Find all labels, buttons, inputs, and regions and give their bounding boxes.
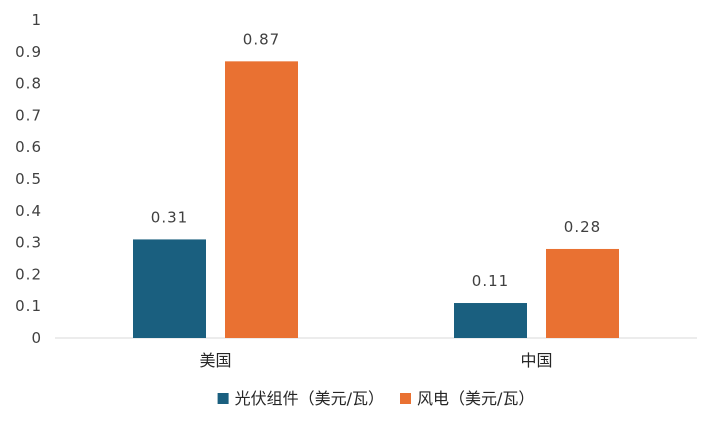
bar-wind-1 <box>546 248 619 338</box>
data-label: 0.87 <box>243 30 280 48</box>
bars <box>133 61 619 339</box>
data-label: 0.28 <box>564 218 601 236</box>
legend-item: 光伏组件（美元/瓦） <box>217 389 384 408</box>
legend-item: 风电（美元/瓦） <box>400 389 534 408</box>
legend-swatch <box>217 393 229 404</box>
legend-swatch <box>400 393 411 404</box>
y-tick-label: 0.6 <box>15 138 42 156</box>
data-label: 0.11 <box>472 272 509 290</box>
y-tick-label: 0.9 <box>15 43 42 61</box>
x-axis-categories: 美国 中国 <box>199 351 552 370</box>
bar-pv-module-0 <box>133 239 206 338</box>
y-tick-label: 0.4 <box>15 202 42 220</box>
data-labels: 0.31 0.87 0.11 0.28 <box>151 30 601 290</box>
legend-label: 风电（美元/瓦） <box>417 389 534 408</box>
data-label: 0.31 <box>151 208 188 226</box>
y-tick-label: 1 <box>31 11 42 29</box>
y-axis-ticks: 0 0.1 0.2 0.3 0.4 0.5 0.6 0.7 0.8 0.9 1 <box>15 11 42 347</box>
y-tick-label: 0.2 <box>15 265 42 283</box>
y-tick-label: 0.5 <box>15 170 42 188</box>
y-tick-label: 0.7 <box>15 106 42 124</box>
y-tick-label: 0.8 <box>15 75 42 93</box>
y-tick-label: 0.3 <box>15 234 42 252</box>
bar-pv-module-1 <box>454 303 527 338</box>
x-category-label: 中国 <box>520 351 552 370</box>
y-tick-label: 0.1 <box>15 297 42 315</box>
bar-wind-0 <box>225 61 298 339</box>
y-tick-label: 0 <box>31 329 42 347</box>
x-category-label: 美国 <box>199 351 231 370</box>
legend: 光伏组件（美元/瓦） 风电（美元/瓦） <box>217 389 534 408</box>
legend-label: 光伏组件（美元/瓦） <box>235 389 384 408</box>
